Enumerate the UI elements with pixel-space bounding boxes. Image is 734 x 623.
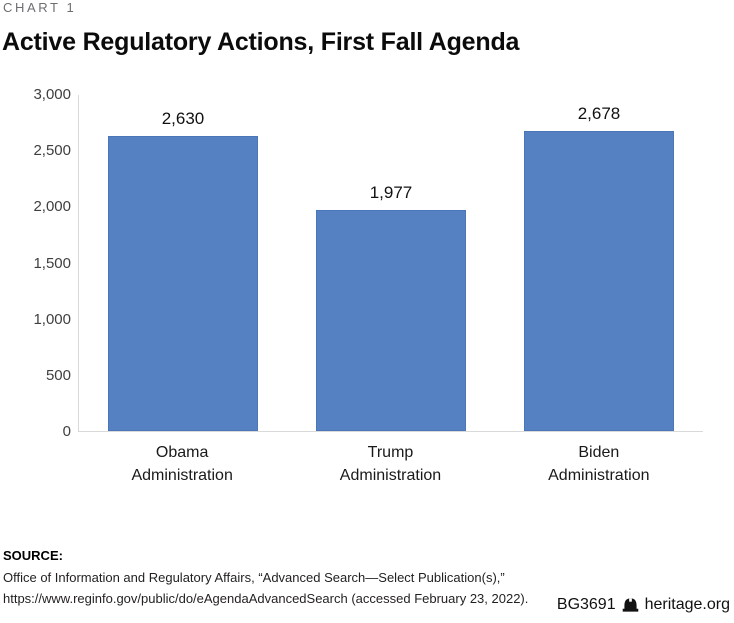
brand-line: BG3691 heritage.org — [557, 596, 730, 614]
chart-kicker: CHART 1 — [3, 0, 77, 15]
bar-value-label: 2,630 — [161, 109, 205, 129]
source-label: SOURCE: — [3, 548, 63, 564]
x-axis-category-label: Obama Administration — [131, 444, 233, 484]
source-text: Office of Information and Regulatory Aff… — [3, 569, 529, 607]
y-axis-tick-label: 0 — [62, 423, 71, 440]
page-title: Active Regulatory Actions, First Fall Ag… — [2, 28, 520, 56]
y-axis-tick-label: 3,000 — [33, 86, 71, 103]
bar-slot: 2,678 — [495, 95, 703, 431]
source-note: SOURCE: Office of Information and Regula… — [3, 524, 713, 610]
bar — [523, 131, 674, 431]
x-axis-category-label: Trump Administration — [339, 444, 442, 484]
y-axis-tick-label: 1,500 — [33, 254, 71, 272]
plot-area: 2,630 1,977 2,678 — [78, 95, 703, 432]
brand-site: heritage.org — [644, 596, 730, 613]
bar — [107, 136, 258, 431]
y-axis-tick-label: 2,000 — [33, 198, 71, 216]
bar-value-label: 1,977 — [369, 182, 413, 202]
bar — [315, 209, 466, 431]
x-axis-labels: Obama Administration Trump Administration… — [78, 441, 703, 491]
y-axis-tick-label: 500 — [45, 366, 71, 384]
y-axis-tick-label: 2,500 — [33, 142, 71, 160]
liberty-bell-icon — [622, 597, 639, 613]
brand-id: BG3691 — [556, 596, 616, 613]
bar-value-label: 2,678 — [577, 104, 621, 124]
bar-slot: 2,630 — [79, 95, 287, 431]
x-axis-category-label: Biden Administration — [548, 444, 650, 484]
y-axis-tick-label: 1,000 — [33, 310, 71, 328]
bar-slot: 1,977 — [287, 95, 495, 431]
